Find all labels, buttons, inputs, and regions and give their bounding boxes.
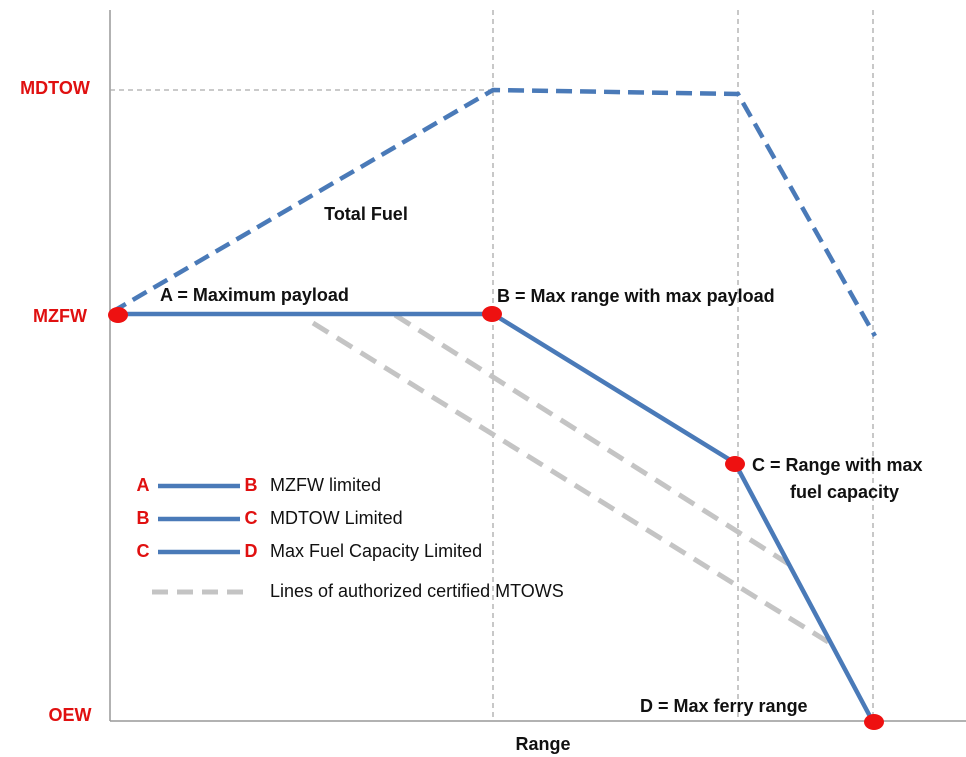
x-label: Range: [515, 734, 570, 754]
point-b: [482, 306, 502, 322]
payload-range-line: [118, 311, 875, 724]
legend-label: MDTOW Limited: [270, 508, 403, 528]
annotation: Total Fuel: [324, 204, 408, 224]
total-fuel-line: [110, 87, 877, 338]
annotation: A = Maximum payload: [160, 285, 349, 305]
legend-letter: D: [245, 541, 258, 561]
legend-letter: B: [137, 508, 150, 528]
annotation: B = Max range with max payload: [497, 286, 775, 306]
mtow-line: [393, 312, 797, 571]
annotation: D = Max ferry range: [640, 696, 808, 716]
y-label: MZFW: [33, 306, 87, 326]
y-label: OEW: [49, 705, 92, 725]
annotation: fuel capacity: [790, 482, 899, 502]
mtow-line: [311, 320, 835, 648]
mtow-lines: [311, 312, 835, 648]
point-a: [108, 307, 128, 323]
y-label: MDTOW: [20, 78, 90, 98]
legend-letter: C: [137, 541, 150, 561]
legend-label: Max Fuel Capacity Limited: [270, 541, 482, 561]
point-d: [864, 714, 884, 730]
legend-letter: C: [245, 508, 258, 528]
point-c: [725, 456, 745, 472]
legend-label: MZFW limited: [270, 475, 381, 495]
annotation: C = Range with max: [752, 455, 923, 475]
legend-letter: A: [137, 475, 150, 495]
points: [108, 306, 884, 730]
legend-letter: B: [245, 475, 258, 495]
legend-label: Lines of authorized certified MTOWS: [270, 581, 564, 601]
guide-lines: [110, 10, 874, 721]
